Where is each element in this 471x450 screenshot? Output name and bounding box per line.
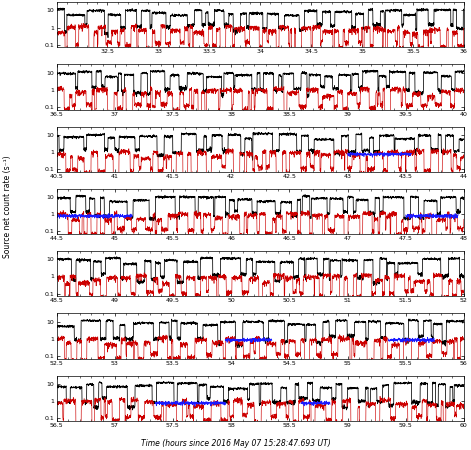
Text: Time (hours since 2016 May 07 15:28:47.693 UT): Time (hours since 2016 May 07 15:28:47.6… (141, 439, 330, 448)
Text: Source net count rate (s⁻¹): Source net count rate (s⁻¹) (2, 156, 12, 258)
